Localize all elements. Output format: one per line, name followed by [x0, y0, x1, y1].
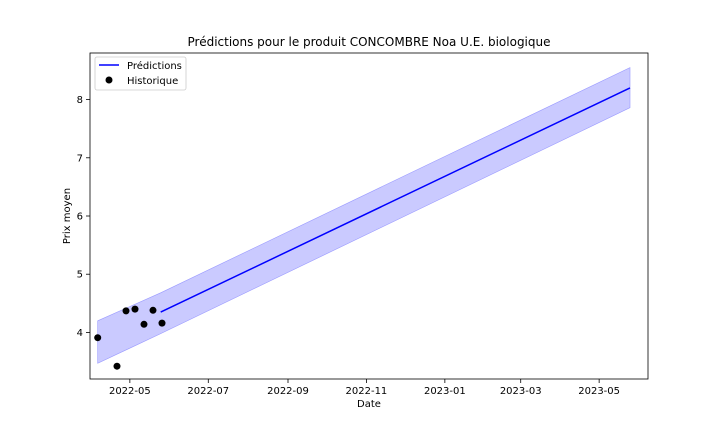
x-axis: 2022-05 2022-07 2022-09 2022-11 2023-01 2023-… — [109, 379, 620, 397]
x-tick-label: 2022-07 — [187, 386, 229, 397]
x-tick-label: 2023-05 — [578, 386, 620, 397]
x-axis-label: Date — [357, 399, 381, 410]
prediction-line — [160, 87, 631, 313]
y-tick-label: 4 — [77, 328, 83, 339]
history-point — [149, 306, 157, 314]
history-points-layer — [94, 305, 166, 370]
x-tick-label: 2022-05 — [109, 386, 151, 397]
y-tick-label: 5 — [77, 270, 83, 281]
y-axis-label: Prix moyen — [62, 188, 73, 244]
x-tick-label: 2023-03 — [500, 386, 542, 397]
y-axis: 4 5 6 7 8 — [77, 95, 90, 339]
history-point — [131, 305, 139, 313]
legend: Prédictions Historique — [94, 56, 187, 91]
y-tick-label: 6 — [77, 212, 83, 223]
x-tick-label: 2022-11 — [346, 386, 388, 397]
legend-marker-swatch — [105, 76, 113, 84]
legend-label-predictions: Prédictions — [127, 60, 182, 72]
x-tick-label: 2022-09 — [267, 386, 309, 397]
history-point — [113, 362, 121, 370]
history-point — [94, 334, 102, 342]
y-tick-label: 7 — [77, 153, 83, 164]
y-tick-label: 8 — [77, 95, 83, 106]
history-point — [122, 307, 130, 315]
chart-title: Prédictions pour le produit CONCOMBRE No… — [188, 35, 551, 49]
legend-label-history: Historique — [127, 76, 178, 87]
history-point — [140, 320, 148, 328]
history-point — [158, 319, 166, 327]
prediction-line-layer — [160, 87, 631, 313]
x-tick-label: 2023-01 — [424, 386, 466, 397]
